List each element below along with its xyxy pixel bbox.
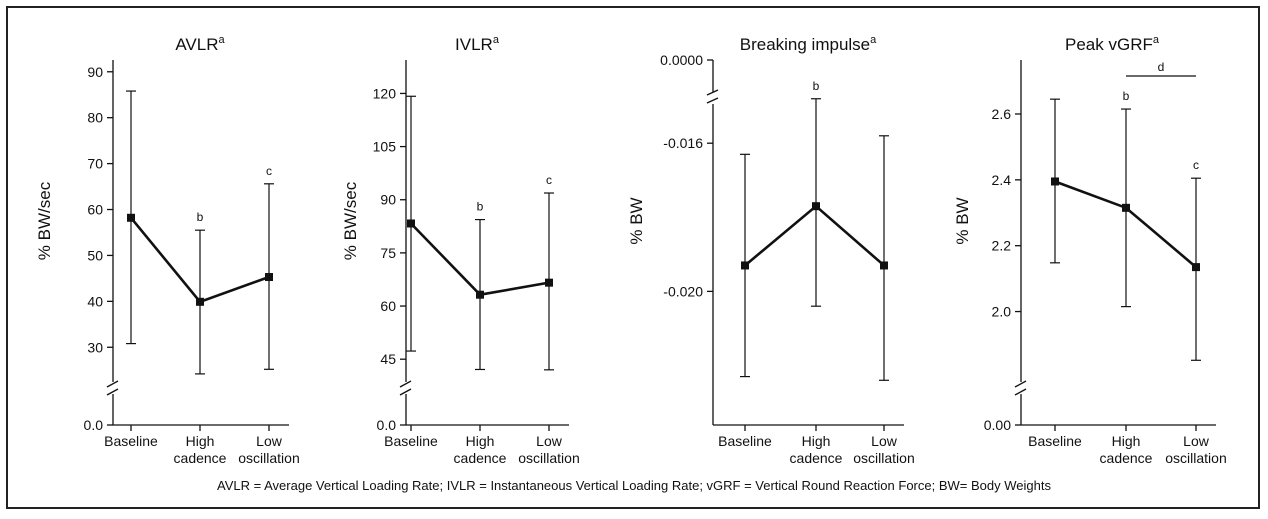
y-tick-label: 2.4	[992, 172, 1012, 188]
chart-title: IVLRa	[455, 34, 500, 54]
figure-caption: AVLR = Average Vertical Loading Rate; IV…	[217, 478, 1051, 493]
mean-point	[545, 278, 553, 287]
x-tick-label: Baseline	[718, 433, 772, 449]
x-tick-label: cadence	[174, 450, 227, 466]
chart-title: Breaking impulsea	[740, 34, 877, 54]
mean-point	[880, 261, 888, 270]
x-tick-label: oscillation	[853, 450, 914, 466]
panel-peak-vgrf: Peak vGRFa % BW 0.00 2.6 2.4 2.2 2.0 Baseline Hi…	[953, 34, 1227, 466]
y-tick-label: 0.0	[84, 417, 104, 433]
y-tick-label: 60	[380, 298, 396, 314]
y-axis-label: % BW/sec	[35, 181, 54, 260]
mean-point	[127, 213, 135, 222]
mean-point	[812, 202, 820, 211]
x-tick-label: oscillation	[1165, 450, 1226, 466]
x-tick-label: High	[186, 433, 215, 449]
y-tick-label: 70	[87, 156, 103, 172]
y-tick-label: 2.2	[992, 238, 1012, 254]
chart-title: AVLRa	[175, 34, 225, 54]
axis-break-mark	[706, 97, 719, 104]
y-tick-label: 2.0	[992, 304, 1012, 320]
x-tick-label: oscillation	[518, 450, 579, 466]
axis-break-mark	[399, 380, 412, 388]
y-tick-label: 40	[87, 293, 103, 309]
y-tick-label: 0.0	[377, 417, 397, 433]
significance-mark: c	[266, 164, 272, 178]
x-tick-label: Baseline	[1028, 433, 1082, 449]
y-tick-label: 120	[373, 85, 397, 101]
x-tick-label: Low	[536, 433, 563, 449]
axis-break-mark	[106, 380, 119, 388]
significance-mark: c	[546, 173, 552, 187]
panel-ivlr: IVLRa % BW/sec 0.0 120 105 90 75 60 45 Baseline Hi…	[341, 34, 580, 466]
y-tick-label: 90	[87, 64, 103, 80]
y-tick-label: 45	[380, 351, 396, 367]
mean-point	[1192, 263, 1200, 272]
significance-bracket-label: d	[1158, 60, 1165, 74]
y-tick-label: 60	[87, 202, 103, 218]
mean-point	[741, 261, 749, 270]
x-tick-label: cadence	[454, 450, 507, 466]
mean-point	[407, 219, 415, 228]
x-tick-label: oscillation	[238, 450, 299, 466]
panel-breaking-impulse: Breaking impulsea % BW 0.0000 -0.016 -0.020 B…	[627, 34, 915, 466]
y-tick-label: 90	[380, 192, 396, 208]
significance-mark: b	[1123, 89, 1130, 103]
axis-break-mark	[399, 388, 412, 396]
y-tick-label: 30	[87, 339, 103, 355]
axis-break-mark	[106, 388, 119, 396]
x-tick-label: Baseline	[104, 433, 158, 449]
axis-break-mark	[706, 89, 719, 96]
y-tick-label: -0.016	[663, 135, 703, 151]
y-tick-label: 50	[87, 247, 103, 263]
x-tick-label: Low	[1183, 433, 1210, 449]
mean-point	[1122, 203, 1130, 212]
x-tick-label: Baseline	[384, 433, 438, 449]
x-tick-label: Low	[871, 433, 898, 449]
mean-point	[476, 290, 484, 299]
axis-break-mark	[1014, 388, 1027, 396]
significance-mark: b	[813, 79, 820, 93]
y-tick-label: 80	[87, 110, 103, 126]
mean-point	[196, 297, 204, 306]
y-axis-label: % BW	[953, 197, 972, 244]
mean-point	[1051, 177, 1059, 186]
y-tick-label: 0.00	[984, 417, 1011, 433]
y-tick-label: 105	[373, 139, 397, 155]
chart-title: Peak vGRFa	[1065, 34, 1160, 54]
x-tick-label: High	[466, 433, 495, 449]
significance-mark: c	[1193, 158, 1199, 172]
mean-point	[265, 273, 273, 282]
y-axis-label: % BW	[627, 197, 646, 244]
significance-mark: b	[197, 210, 204, 224]
y-axis-label: % BW/sec	[341, 181, 360, 260]
x-tick-label: cadence	[1100, 450, 1153, 466]
panel-avlr: AVLRa % BW/sec 0.0 90 80 70 60 50 40 30 Baseline Hi…	[35, 34, 300, 466]
axis-break-mark	[1014, 380, 1027, 388]
y-tick-label: -0.020	[663, 283, 703, 299]
x-tick-label: High	[802, 433, 831, 449]
x-tick-label: cadence	[790, 450, 843, 466]
x-tick-label: High	[1112, 433, 1141, 449]
mean-line	[744, 204, 885, 267]
figure-frame	[6, 6, 1260, 509]
significance-mark: b	[477, 200, 484, 214]
x-tick-label: Low	[256, 433, 283, 449]
y-tick-label: 2.6	[992, 106, 1012, 122]
y-tick-label: 75	[380, 245, 396, 261]
y-tick-label: 0.0000	[660, 52, 703, 68]
